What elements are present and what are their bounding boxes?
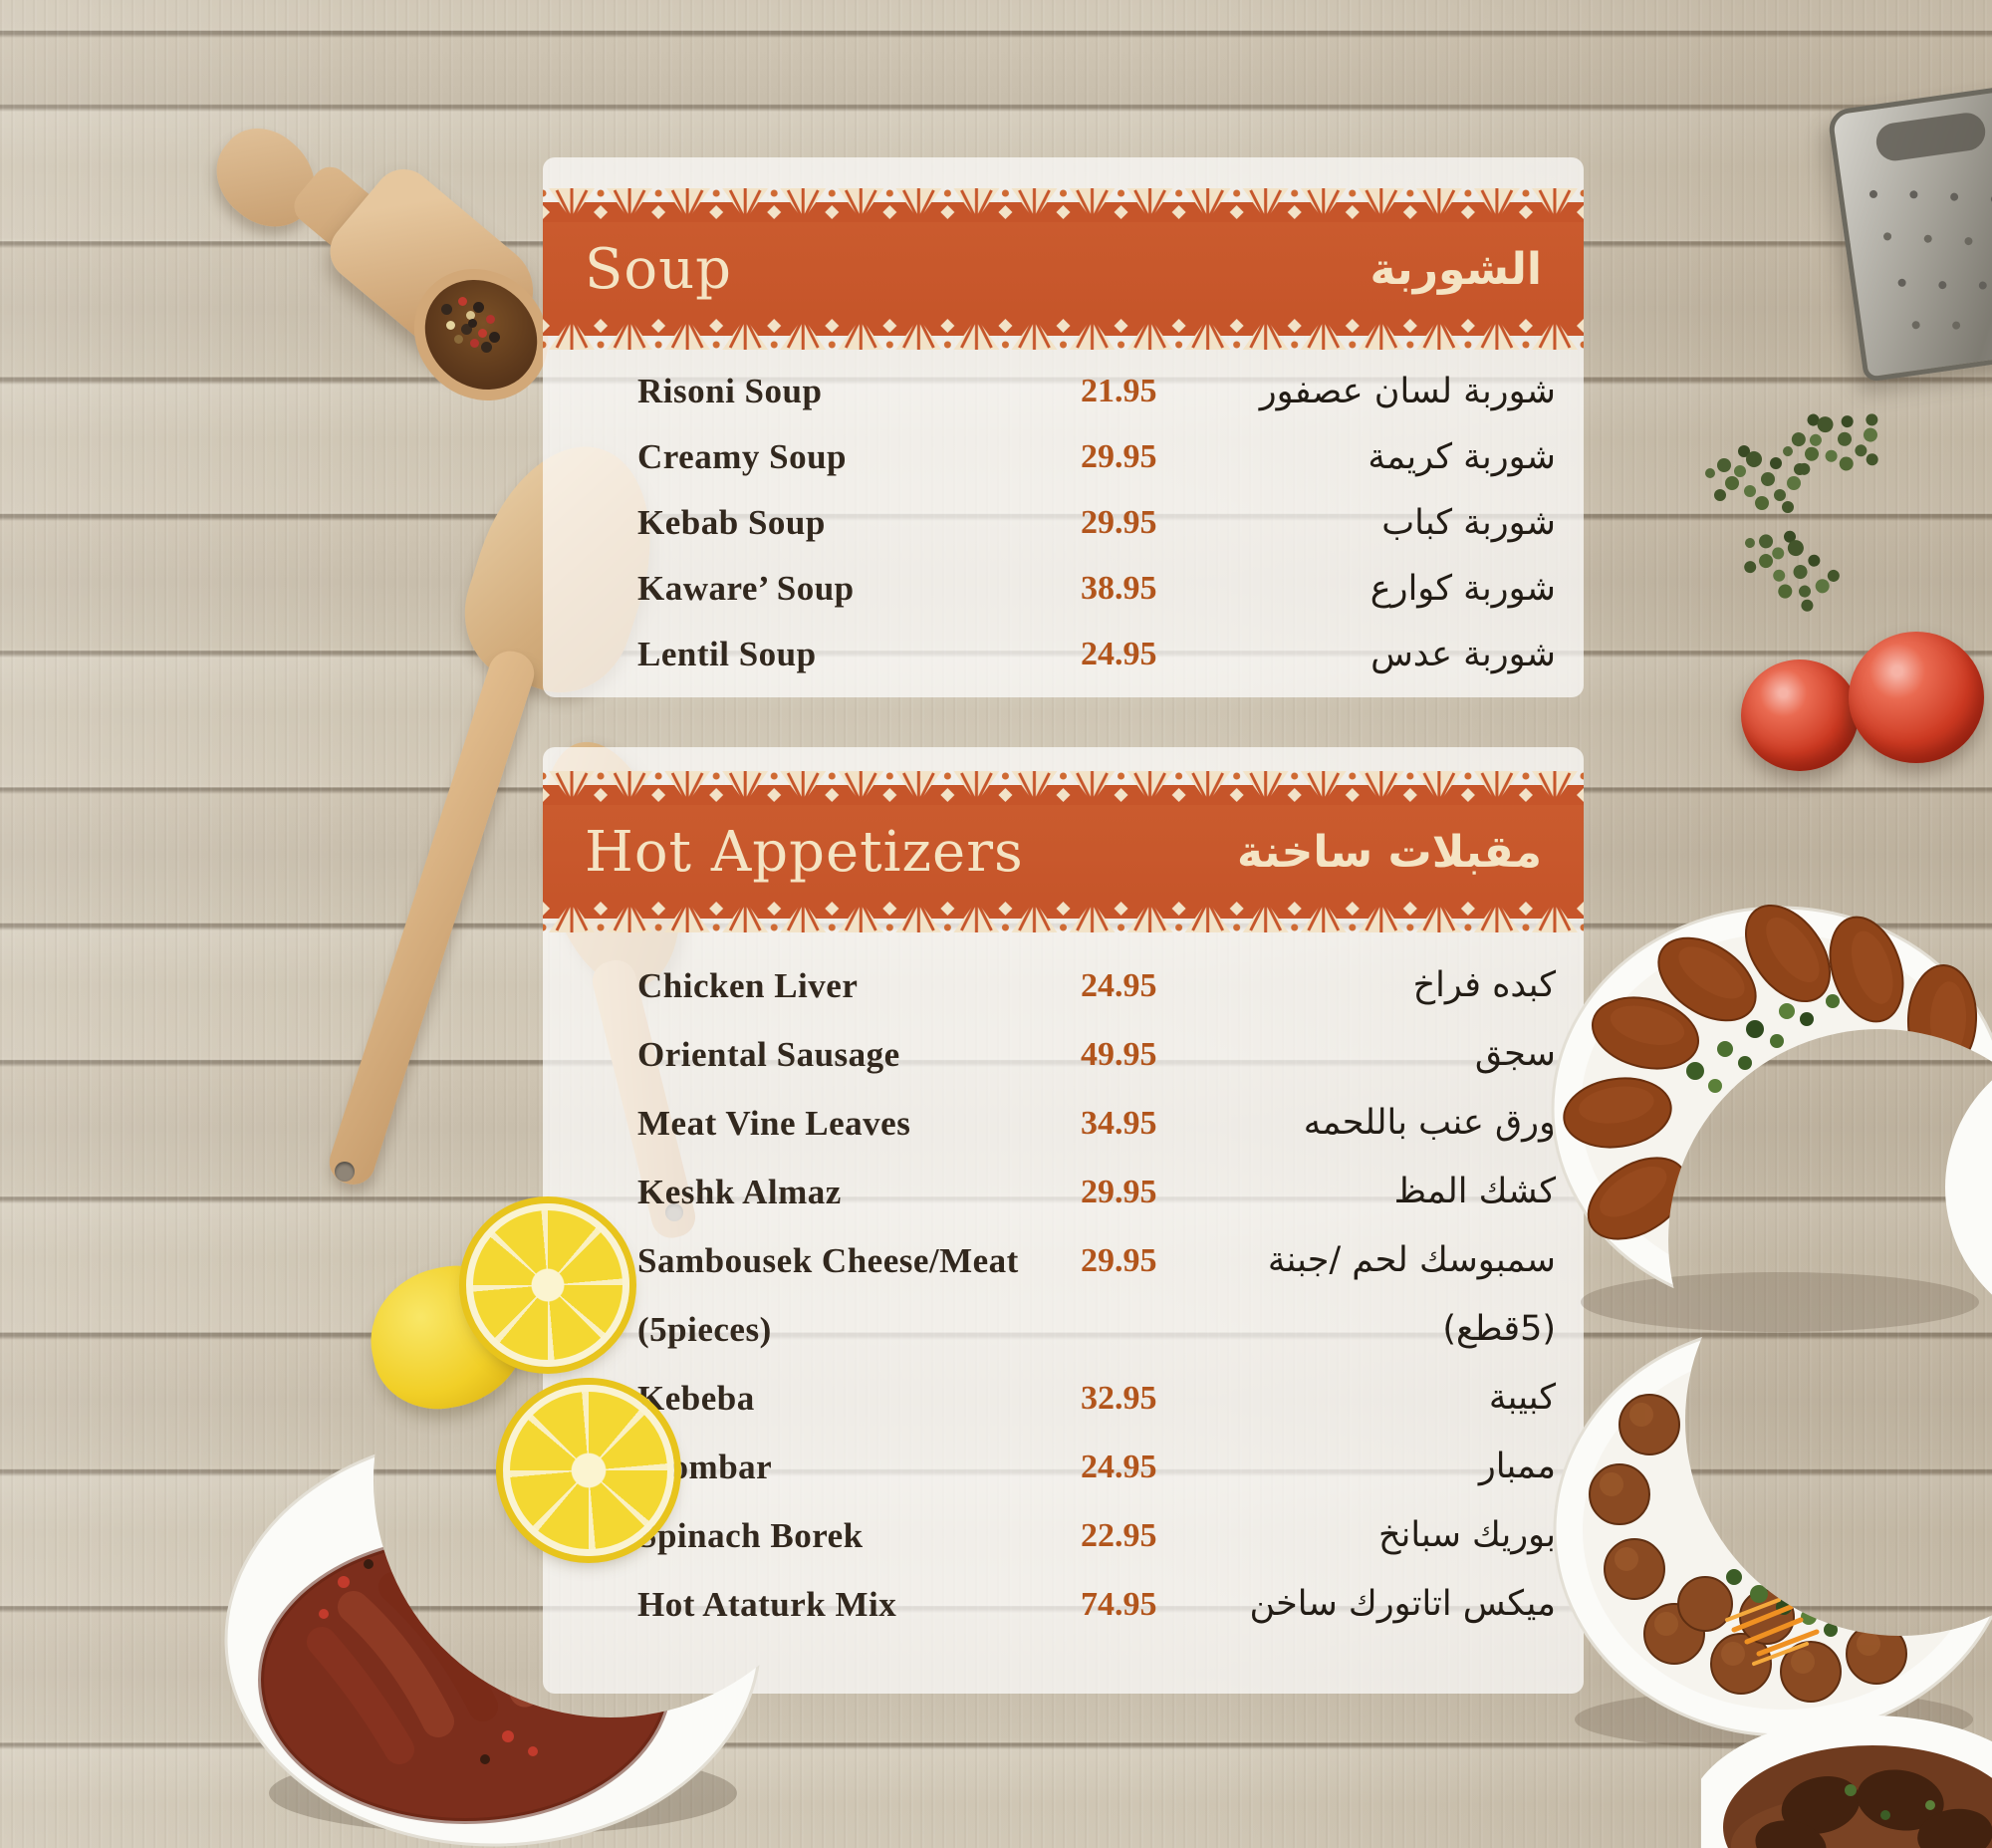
item-name-ar: كبيبة <box>1488 1378 1556 1419</box>
lace-border-bottom <box>543 899 1584 936</box>
item-name-en: Sambousek Cheese/Meat <box>637 1240 1019 1280</box>
item-name-ar: شوربة كريمة <box>1368 436 1556 477</box>
soup-header: Soup الشوربة <box>543 222 1584 316</box>
menu-item-row: Oriental Sausage 49.95 سجق <box>543 1020 1584 1089</box>
item-price: 29.95 <box>1081 438 1157 475</box>
item-name-ar: سجق <box>1474 1034 1556 1075</box>
item-name-en: Kebab Soup <box>637 503 826 542</box>
soup-header-band: Soup الشوربة <box>543 157 1584 354</box>
item-name-en: Lentil Soup <box>637 635 817 673</box>
item-name-ar: سمبوسك لحم /جبنة <box>1267 1240 1556 1281</box>
soup-items: Risoni Soup 21.95 شوربة لسان عصفور Cream… <box>543 359 1584 687</box>
hot-appetizers-header: Hot Appetizers مقبلات ساخنة <box>543 805 1584 899</box>
item-name-ar: ميكس اتاتورك ساخن <box>1249 1584 1556 1625</box>
item-name-en: Kaware’ Soup <box>637 569 855 608</box>
menu-item-row: Chicken Liver 24.95 كبده فراخ <box>543 951 1584 1020</box>
photo-kibbeh-plate <box>1551 904 1992 1332</box>
item-price: 24.95 <box>1081 1448 1157 1485</box>
menu-item-row: Sambousek Cheese/Meat 29.95 سمبوسك لحم /… <box>543 1226 1584 1295</box>
item-price: 49.95 <box>1081 1035 1157 1073</box>
menu-item-row: Creamy Soup 29.95 شوربة كريمة <box>543 424 1584 490</box>
item-name-en: (5pieces) <box>637 1309 772 1349</box>
photo-spice-scoop <box>184 105 576 428</box>
menu-item-row: Risoni Soup 21.95 شوربة لسان عصفور <box>543 359 1584 424</box>
item-name-ar: بوريك سبانخ <box>1378 1515 1556 1556</box>
item-price: 24.95 <box>1081 966 1157 1004</box>
lace-border-top <box>543 184 1584 222</box>
lace-border-bottom <box>543 316 1584 354</box>
menu-item-row: Kaware’ Soup 38.95 شوربة كوارع <box>543 556 1584 622</box>
hot-appetizers-header-band: Hot Appetizers مقبلات ساخنة <box>543 747 1584 936</box>
photo-samosa-plate <box>1945 1080 1992 1295</box>
item-name-ar: كبده فراخ <box>1412 965 1556 1006</box>
lace-border-top <box>543 767 1584 805</box>
item-name-ar: ممبار <box>1478 1447 1556 1487</box>
item-name-en: Oriental Sausage <box>637 1034 900 1074</box>
item-name-ar: شوربة لسان عصفور <box>1259 371 1556 411</box>
item-name-en: Meat Vine Leaves <box>637 1103 911 1143</box>
item-price: 21.95 <box>1081 373 1157 409</box>
item-name-ar: (5قطع) <box>1442 1309 1556 1350</box>
spatula-hole <box>335 1162 355 1182</box>
item-price: 32.95 <box>1081 1379 1157 1417</box>
item-price: 22.95 <box>1081 1516 1157 1554</box>
menu-item-row: Lentil Soup 24.95 شوربة عدس <box>543 622 1584 687</box>
item-name-ar: كشك المظ <box>1393 1172 1556 1212</box>
menu-item-row: Keshk Almaz 29.95 كشك المظ <box>543 1158 1584 1226</box>
section-soup: Soup الشوربة Risoni Soup 21.95 شوربة لسا… <box>543 157 1584 697</box>
photo-tomato <box>1849 632 1984 763</box>
peppercorns <box>468 319 477 328</box>
item-name-en: Chicken Liver <box>637 965 859 1005</box>
photo-lemon-slice <box>466 1203 629 1367</box>
section-title-en: Hot Appetizers <box>585 819 1024 885</box>
item-name-ar: شوربة كوارع <box>1370 568 1556 609</box>
photo-herb-sprig <box>1781 444 1795 458</box>
menu-item-row-continuation: (5pieces) (5قطع) <box>543 1295 1584 1364</box>
item-price: 34.95 <box>1081 1104 1157 1142</box>
hot-appetizers-items: Chicken Liver 24.95 كبده فراخ Oriental S… <box>543 951 1584 1639</box>
photo-grater <box>1826 81 1992 383</box>
item-price: 29.95 <box>1081 504 1157 541</box>
item-price: 29.95 <box>1081 1173 1157 1210</box>
item-name-en: Kebeba <box>637 1378 755 1418</box>
photo-meat-stew-plate <box>1701 1716 1992 1848</box>
photo-herb-sprig <box>1705 468 1715 478</box>
section-title-en: Soup <box>585 236 732 302</box>
photo-spatula-handle <box>324 645 540 1190</box>
item-price: 24.95 <box>1081 636 1157 672</box>
photo-tomato <box>1741 660 1859 771</box>
item-name-ar: شوربة كباب <box>1381 502 1556 543</box>
item-name-ar: شوربة عدس <box>1370 634 1556 674</box>
item-name-ar: ورق عنب باللحمه <box>1303 1103 1556 1144</box>
menu-item-row: Kebab Soup 29.95 شوربة كباب <box>543 490 1584 556</box>
item-price: 29.95 <box>1081 1241 1157 1279</box>
photo-sausage-bowl <box>224 1433 762 1847</box>
photo-herb-sprig <box>1743 536 1757 550</box>
section-title-ar: مقبلات ساخنة <box>1237 826 1542 878</box>
item-price: 74.95 <box>1081 1585 1157 1623</box>
photo-meatball-plate <box>1553 1323 1992 1749</box>
item-name-en: Keshk Almaz <box>637 1172 842 1211</box>
item-name-en: Risoni Soup <box>637 372 823 410</box>
item-price: 38.95 <box>1081 570 1157 607</box>
menu-item-row: Kebeba 32.95 كبيبة <box>543 1364 1584 1433</box>
item-name-en: Creamy Soup <box>637 437 848 476</box>
menu-item-row: Meat Vine Leaves 34.95 ورق عنب باللحمه <box>543 1089 1584 1158</box>
section-title-ar: الشوربة <box>1370 243 1543 295</box>
